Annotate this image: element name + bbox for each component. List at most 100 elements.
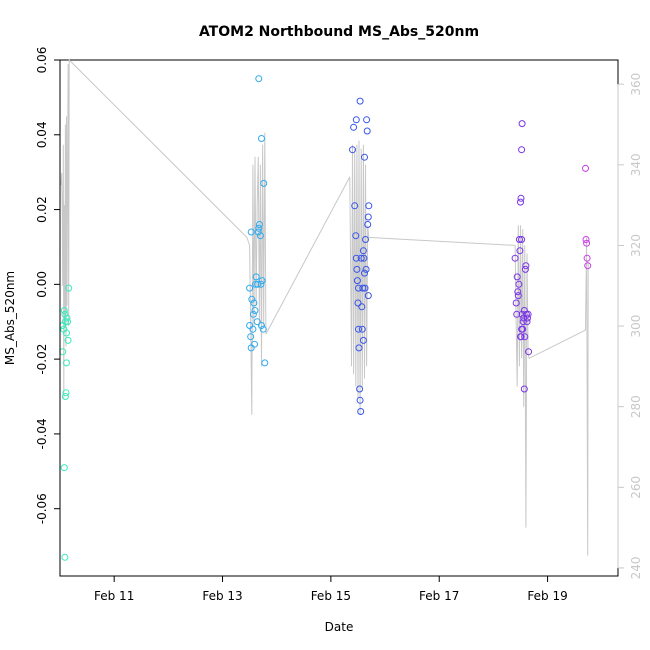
data-point	[356, 396, 364, 404]
data-point	[63, 359, 70, 367]
data-point	[583, 239, 591, 247]
data-point	[517, 194, 525, 202]
data-point	[260, 179, 268, 187]
secondary-y-tick-label: 340	[629, 153, 643, 176]
y-axis-label: MS_Abs_520nm	[3, 271, 17, 365]
data-point	[61, 553, 69, 561]
data-point	[517, 198, 524, 206]
data-point	[513, 310, 521, 318]
data-point	[64, 336, 72, 344]
data-point	[252, 280, 260, 288]
secondary-y-tick-label: 260	[629, 476, 643, 499]
data-point	[523, 318, 531, 326]
data-point	[256, 232, 264, 240]
data-point	[361, 153, 368, 161]
data-point	[524, 310, 532, 318]
data-point	[362, 236, 369, 243]
data-point	[521, 265, 529, 273]
data-point	[518, 120, 526, 128]
data-point	[357, 408, 365, 415]
data-point	[358, 325, 366, 333]
data-point	[518, 236, 526, 243]
data-point	[352, 254, 360, 262]
data-point	[363, 116, 371, 124]
data-point	[359, 284, 367, 292]
y-tick-label: -0.02	[35, 344, 49, 375]
data-point	[247, 228, 255, 236]
data-point	[355, 284, 362, 292]
data-point	[582, 236, 590, 243]
data-point	[61, 310, 69, 318]
data-point	[255, 75, 263, 83]
data-point	[353, 277, 361, 285]
data-point	[363, 127, 371, 135]
data-point	[61, 318, 69, 326]
data-point	[259, 325, 267, 333]
data-point	[517, 333, 525, 341]
data-point	[514, 288, 522, 296]
data-point	[255, 224, 263, 232]
x-axis: Feb 11 Feb 13 Feb 15 Feb 17 Feb 19	[94, 575, 568, 603]
data-point	[364, 221, 372, 228]
data-point	[583, 254, 591, 262]
data-point	[353, 265, 361, 273]
data-point	[511, 254, 519, 262]
data-point	[60, 307, 68, 314]
x-tick-label: Feb 17	[419, 589, 459, 603]
data-point	[513, 273, 521, 281]
data-point	[356, 385, 364, 393]
x-tick-label: Feb 13	[202, 589, 242, 603]
data-point	[516, 247, 524, 255]
data-point	[251, 307, 259, 314]
secondary-y-tick-label: 360	[629, 73, 643, 96]
data-point	[512, 299, 520, 307]
data-point	[258, 322, 265, 329]
data-point	[258, 277, 266, 285]
x-tick-label: Feb 11	[94, 589, 134, 603]
data-point	[59, 348, 67, 356]
data-point	[246, 284, 254, 292]
x-tick-label: Feb 19	[527, 589, 567, 603]
data-point	[364, 292, 372, 300]
secondary-y-axis: 240 260 280 300 320 340 360	[617, 73, 643, 579]
secondary-y-tick-label: 240	[629, 556, 643, 579]
data-point	[518, 325, 526, 333]
chart-title: ATOM2 Northbound MS_Abs_520nm	[199, 24, 479, 40]
secondary-line-layer	[60, 58, 589, 556]
secondary-series-line	[60, 58, 589, 556]
data-point	[518, 146, 526, 154]
data-point	[365, 202, 373, 210]
data-point	[519, 318, 527, 326]
data-point	[520, 385, 528, 393]
x-tick-label: Feb 15	[311, 589, 351, 603]
data-point	[60, 464, 68, 472]
data-point	[352, 232, 360, 240]
data-point	[584, 262, 592, 270]
data-point	[64, 318, 72, 326]
data-point	[257, 280, 265, 288]
data-point	[520, 307, 528, 314]
x-axis-label: Date	[325, 620, 354, 634]
y-tick-label: -0.06	[35, 493, 49, 524]
data-point	[355, 325, 362, 333]
data-point	[361, 269, 368, 277]
data-point	[362, 265, 370, 273]
data-point	[254, 228, 262, 236]
data-point	[252, 273, 260, 281]
points-layer	[59, 75, 592, 561]
y-tick-label: 0.04	[35, 121, 49, 148]
data-point	[352, 116, 360, 124]
secondary-y-tick-label: 320	[629, 234, 643, 257]
y-axis: -0.06 -0.04 -0.02 0.00 0.02 0.04 0.06	[35, 47, 61, 524]
y-tick-label: 0.06	[35, 47, 49, 74]
data-point	[63, 329, 70, 337]
data-point	[62, 389, 70, 397]
data-point	[254, 280, 262, 288]
data-point	[247, 333, 255, 341]
data-point	[251, 340, 258, 348]
data-point	[61, 393, 69, 400]
data-point	[63, 314, 71, 322]
data-point	[351, 202, 359, 210]
data-point	[357, 254, 365, 262]
